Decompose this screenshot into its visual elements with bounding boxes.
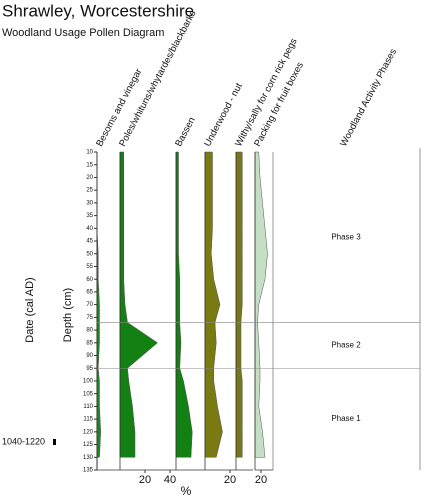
- y-tick-label: 70: [86, 302, 93, 308]
- series-header: Bassen: [173, 115, 198, 148]
- y-tick-label: 45: [86, 239, 93, 245]
- date-marker: [53, 439, 56, 446]
- x-tick-label: 20: [139, 474, 151, 486]
- phase-label: Phase 3: [331, 232, 361, 241]
- series-area: [119, 151, 158, 458]
- y-tick-label: 95: [86, 366, 93, 372]
- y-tick-label: 130: [83, 455, 94, 461]
- chart-title: Shrawley, Worcestershire: [2, 1, 194, 20]
- y-tick-label: 100: [83, 379, 94, 385]
- x-tick-label: 20: [255, 474, 267, 486]
- y-tick-label: 135: [83, 468, 94, 474]
- x-tick-label: 40: [164, 474, 176, 486]
- y-tick-label: 125: [83, 442, 94, 448]
- chart-subtitle: Woodland Usage Pollen Diagram: [2, 27, 164, 39]
- y-tick-label: 90: [86, 353, 93, 359]
- phase-label: Phase 2: [331, 340, 361, 349]
- y-tick-label: 60: [86, 277, 93, 283]
- y-tick-label: 25: [86, 188, 93, 194]
- date-axis-label: Date (cal AD): [24, 277, 36, 342]
- series-area: [204, 151, 223, 458]
- x-tick-label: 20: [224, 474, 236, 486]
- y-tick-label: 15: [86, 162, 93, 168]
- y-tick-label: 30: [86, 200, 93, 206]
- series-area: [96, 152, 102, 458]
- y-tick-label: 40: [86, 226, 93, 232]
- y-tick-label: 75: [86, 315, 93, 321]
- phase-title: Woodland Activity Phases: [338, 47, 399, 149]
- phase-label: Phase 1: [331, 414, 361, 423]
- y-axis-label: Depth (cm): [62, 288, 74, 342]
- y-tick-label: 55: [86, 264, 93, 270]
- y-tick-label: 20: [86, 175, 93, 181]
- y-tick-label: 10: [86, 150, 93, 156]
- series-area: [175, 151, 193, 458]
- y-tick-label: 115: [83, 417, 93, 423]
- y-tick-label: 110: [83, 404, 93, 410]
- date-label: 1040-1220: [2, 436, 45, 446]
- y-tick-label: 80: [86, 328, 93, 334]
- series-area: [254, 151, 268, 458]
- y-tick-label: 65: [86, 289, 93, 295]
- y-tick-label: 50: [86, 251, 93, 257]
- series-area: [235, 151, 243, 458]
- y-tick-label: 35: [86, 213, 93, 219]
- x-axis-label: %: [181, 484, 192, 498]
- y-tick-label: 120: [83, 429, 94, 435]
- y-tick-label: 85: [86, 340, 93, 346]
- y-tick-label: 105: [83, 391, 94, 397]
